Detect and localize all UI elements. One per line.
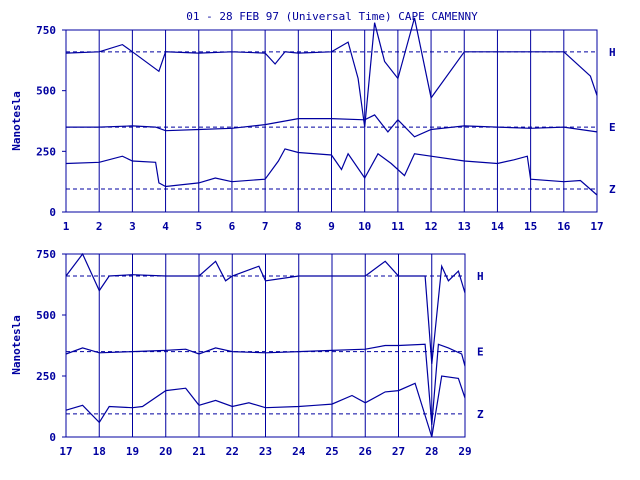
- series-z-trace: [65, 148, 598, 196]
- y-tick-label: 0: [49, 431, 56, 444]
- x-tick-label: 16: [557, 220, 571, 233]
- series-label-h: H: [477, 270, 484, 283]
- x-tick-label: 21: [192, 445, 206, 458]
- y-tick-label: 250: [36, 370, 56, 383]
- series-e-trace: [66, 114, 598, 138]
- x-tick-label: 19: [126, 445, 139, 458]
- x-tick-label: 20: [159, 445, 172, 458]
- x-tick-label: 24: [292, 445, 306, 458]
- series-label-e: E: [477, 346, 484, 359]
- x-tick-label: 22: [226, 445, 239, 458]
- series-label-z: Z: [609, 183, 616, 196]
- x-tick-label: 27: [392, 445, 405, 458]
- series-h-trace: [65, 252, 466, 364]
- y-tick-label: 500: [36, 85, 56, 98]
- x-tick-label: 9: [328, 220, 335, 233]
- x-tick-label: 4: [162, 220, 169, 233]
- x-tick-label: 6: [229, 220, 236, 233]
- x-tick-label: 5: [195, 220, 202, 233]
- y-tick-label: 0: [49, 206, 56, 219]
- x-tick-label: 17: [59, 445, 72, 458]
- x-tick-label: 26: [359, 445, 373, 458]
- chart-title: 01 - 28 FEB 97 (Universal Time) CAPE CAM…: [186, 10, 478, 23]
- x-tick-label: 25: [325, 445, 338, 458]
- x-tick-label: 17: [590, 220, 603, 233]
- x-tick-label: 3: [129, 220, 136, 233]
- series-z-trace: [65, 375, 466, 438]
- x-tick-label: 1: [63, 220, 70, 233]
- panel-feb-17-29: 17 18 19 20 21 22 23 24 25 26 27 28 29 0 250 500 750 Nano…: [10, 248, 484, 458]
- y-tick-label: 750: [36, 248, 56, 261]
- series-label-z: Z: [477, 408, 484, 421]
- x-tick-label: 15: [524, 220, 537, 233]
- series-label-h: H: [609, 46, 616, 59]
- x-tick-label: 14: [491, 220, 505, 233]
- x-tick-label: 10: [358, 220, 371, 233]
- y-tick-label: 750: [36, 24, 56, 37]
- series-h-trace: [65, 17, 598, 128]
- series-label-e: E: [609, 121, 616, 134]
- x-tick-label: 2: [96, 220, 103, 233]
- x-tick-label: 29: [458, 445, 471, 458]
- x-tick-label: 7: [262, 220, 269, 233]
- y-axis-label: Nanotesla: [10, 315, 23, 375]
- x-tick-label: 11: [391, 220, 405, 233]
- y-axis-label: Nanotesla: [10, 91, 23, 151]
- x-tick-label: 8: [295, 220, 302, 233]
- y-tick-label: 500: [36, 309, 56, 322]
- x-tick-label: 18: [93, 445, 106, 458]
- y-tick-label: 250: [36, 145, 56, 158]
- panel-feb-01-17: 1 2 3 4 5 6 7 8 9 10 11 12 13 14 15 16 170250500750Nanot…: [10, 17, 616, 233]
- series-e-trace: [65, 343, 466, 425]
- x-tick-label: 23: [259, 445, 272, 458]
- x-tick-label: 12: [424, 220, 437, 233]
- x-tick-label: 28: [425, 445, 438, 458]
- x-tick-label: 13: [458, 220, 471, 233]
